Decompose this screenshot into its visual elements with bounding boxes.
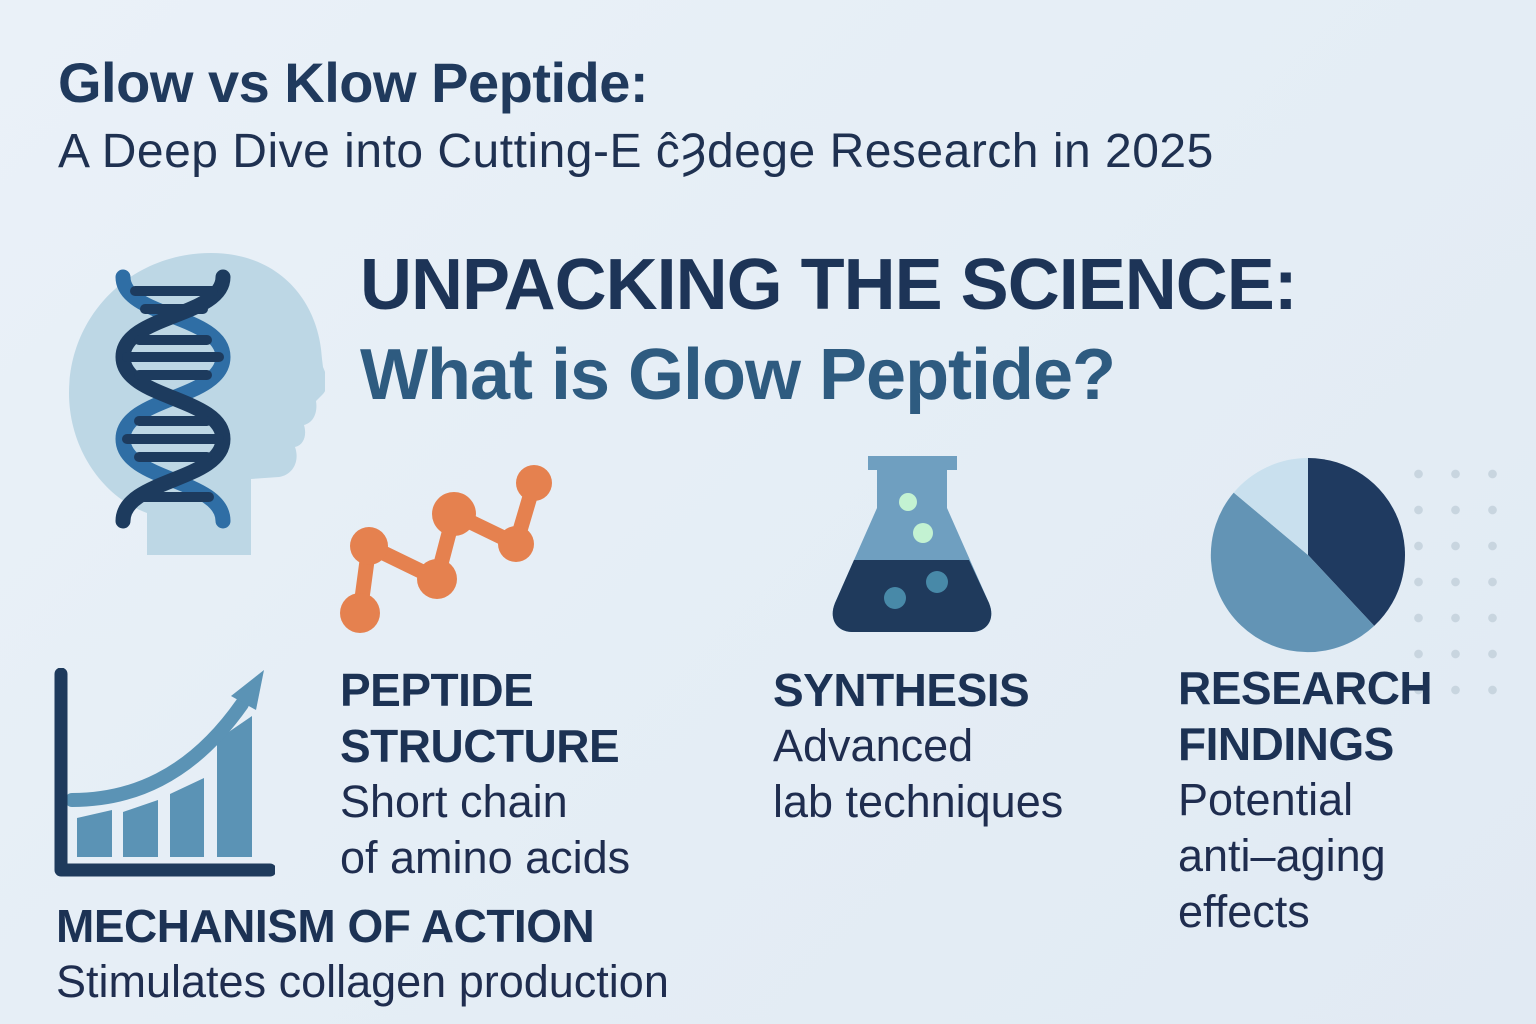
section-body-line: of amino acids: [340, 832, 631, 883]
section-body-line: anti–aging: [1178, 830, 1386, 881]
section-body-line: Potential: [1178, 774, 1354, 825]
pie-slice-navy: [1308, 458, 1406, 626]
flask-bubbles-mint: [899, 493, 933, 543]
section-title-line: PEPTIDE: [340, 664, 534, 716]
science-heading: UNPACKING THE SCIENCE:: [360, 245, 1298, 325]
section-body-line: effects: [1178, 886, 1310, 937]
flask-liquid: [832, 560, 992, 632]
peptide-chain-icon: [335, 443, 565, 643]
growth-chart-icon: [50, 668, 275, 880]
chart-bars: [77, 716, 252, 857]
dna-strand-dark: [115, 269, 231, 529]
peptide-residues: [340, 465, 552, 633]
pie-slice-steel: [1210, 492, 1375, 653]
growth-arrowhead: [231, 670, 264, 710]
section-research-findings: RESEARCH FINDINGS Potential anti–aging e…: [1178, 660, 1433, 940]
growth-curve: [65, 697, 249, 807]
section-title-line: STRUCTURE: [340, 720, 620, 772]
section-peptide-structure: PEPTIDE STRUCTURE Short chain of amino a…: [340, 662, 630, 886]
section-synthesis: SYNTHESIS Advanced lab techniques: [773, 662, 1063, 830]
erlenmeyer-flask-icon: [820, 448, 1000, 638]
section-title-line: MECHANISM OF ACTION: [56, 900, 595, 952]
section-body-line: Stimulates collagen production: [56, 956, 669, 1007]
pie-slice-light: [1233, 458, 1308, 555]
section-title-line: SYNTHESIS: [773, 664, 1030, 716]
decorative-dot-grid: [1398, 456, 1510, 696]
section-body-line: Short chain: [340, 776, 568, 827]
dna-rungs: [122, 286, 224, 502]
section-body-line: lab techniques: [773, 776, 1064, 827]
page-title: Glow vs Klow Peptide:: [58, 51, 649, 114]
chart-axes: [54, 668, 275, 877]
section-title-line: RESEARCH: [1178, 662, 1433, 714]
section-body-line: Advanced: [773, 720, 974, 771]
flask-bubbles-teal: [884, 571, 948, 609]
page-subtitle: A Deep Dive into Cutting-E ĉȜdege Resear…: [58, 125, 1214, 178]
head-with-dna-icon: [55, 235, 325, 555]
section-mechanism-of-action: MECHANISM OF ACTION Stimulates collagen …: [56, 898, 669, 1010]
science-subheading: What is Glow Peptide?: [360, 335, 1116, 415]
pie-chart-icon: [1205, 452, 1411, 658]
section-title-line: FINDINGS: [1178, 718, 1394, 770]
